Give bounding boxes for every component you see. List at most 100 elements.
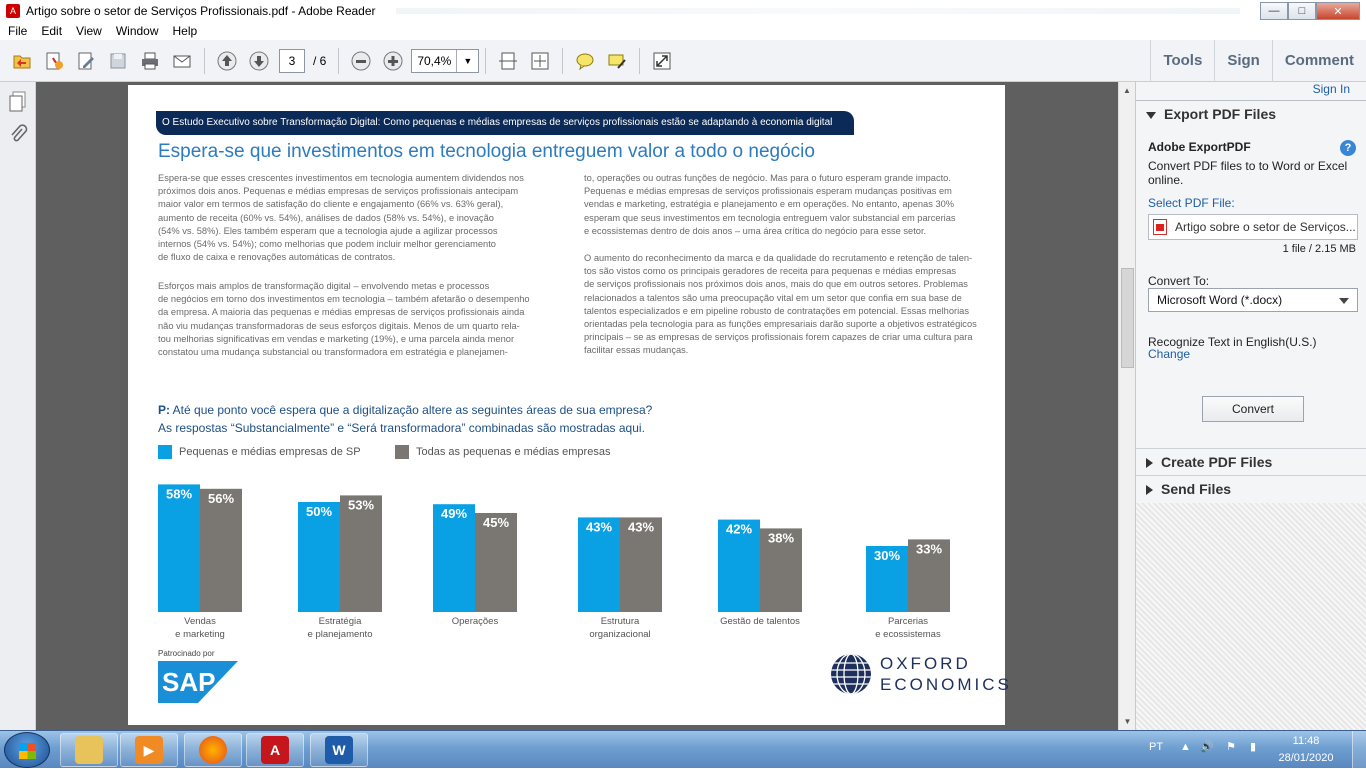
scroll-thumb[interactable] xyxy=(1121,268,1134,368)
menu-help[interactable]: Help xyxy=(172,24,198,38)
zoom-out-icon[interactable] xyxy=(347,47,375,75)
maximize-button[interactable]: □ xyxy=(1288,2,1316,20)
highlight-icon[interactable] xyxy=(603,47,631,75)
action-center-icon[interactable]: ⚑ xyxy=(1226,741,1236,753)
bar-sp-5 xyxy=(866,546,908,612)
start-button[interactable] xyxy=(4,732,50,768)
taskbar-firefox[interactable] xyxy=(184,733,242,767)
adobe-reader-icon: A xyxy=(6,4,20,18)
page-number-input[interactable]: 3 xyxy=(279,48,305,73)
bar-all-1 xyxy=(340,495,382,612)
edit-icon[interactable] xyxy=(72,47,100,75)
volume-icon[interactable]: 🔊 xyxy=(1200,741,1214,753)
clock[interactable]: 11:48 28/01/2020 xyxy=(1278,735,1334,764)
network-icon[interactable]: ▮ xyxy=(1250,741,1257,753)
zoom-select[interactable]: 70,4% ▼ xyxy=(411,48,480,73)
bar-all-3 xyxy=(620,517,662,612)
selected-file-field[interactable]: Artigo sobre o setor de Serviços... xyxy=(1148,214,1358,240)
tab-sign[interactable]: Sign xyxy=(1214,39,1272,82)
category-label: e planejamento xyxy=(308,629,373,640)
expand-right-icon xyxy=(1146,458,1153,469)
attachments-icon[interactable] xyxy=(6,122,30,146)
taskbar-media-player[interactable]: ▶ xyxy=(120,733,178,767)
title-bar-blur xyxy=(395,8,1240,14)
bar-value-label: 38% xyxy=(768,530,794,545)
page-thumbnails-icon[interactable] xyxy=(6,90,30,114)
print-icon[interactable] xyxy=(136,47,164,75)
help-icon[interactable]: ? xyxy=(1340,140,1356,156)
chevron-down-icon xyxy=(1339,298,1349,304)
legend-series-1: Pequenas e médias empresas de SP xyxy=(158,445,361,459)
taskbar-adobe-reader[interactable]: A xyxy=(246,733,304,767)
bar-sp-3 xyxy=(578,517,620,612)
tray-arrow-icon[interactable]: ▲ xyxy=(1180,741,1191,753)
fit-page-icon[interactable] xyxy=(526,47,554,75)
convert-button[interactable]: Convert xyxy=(1202,396,1304,422)
convert-to-label: Convert To: xyxy=(1148,274,1210,288)
save-icon[interactable] xyxy=(104,47,132,75)
convert-format-select[interactable]: Microsoft Word (*.docx) xyxy=(1148,288,1358,312)
body-col2-para1: to, operações ou outras funções de negóc… xyxy=(584,173,956,236)
sign-in-link[interactable]: Sign In xyxy=(1312,82,1350,96)
oxford-line2: ECONOMICS xyxy=(880,675,1012,694)
svg-text:SAP: SAP xyxy=(162,667,215,697)
menu-window[interactable]: Window xyxy=(115,24,159,38)
show-desktop-button[interactable] xyxy=(1352,731,1366,769)
toolbar-separator xyxy=(485,47,487,74)
send-files-section-header[interactable]: Send Files xyxy=(1136,475,1366,501)
sap-logo: SAP xyxy=(158,661,238,706)
word-icon: W xyxy=(325,736,353,764)
folder-icon xyxy=(75,736,103,764)
tab-comment[interactable]: Comment xyxy=(1271,39,1366,82)
export-pdf-section-header[interactable]: Export PDF Files xyxy=(1136,100,1366,126)
menu-view[interactable]: View xyxy=(76,24,102,38)
taskbar-explorer[interactable] xyxy=(60,733,118,767)
select-pdf-label: Select PDF File: xyxy=(1148,196,1235,210)
close-button[interactable]: ✕ xyxy=(1316,2,1360,20)
email-icon[interactable] xyxy=(168,47,196,75)
bar-value-label: 43% xyxy=(586,519,612,534)
bar-sp-2 xyxy=(433,504,475,612)
language-indicator[interactable]: PT xyxy=(1149,741,1164,753)
change-link[interactable]: Change xyxy=(1148,347,1191,361)
navigation-pane xyxy=(0,82,36,730)
chevron-down-icon[interactable]: ▼ xyxy=(456,49,478,72)
category-label: e ecossistemas xyxy=(875,629,941,640)
category-label: Parcerias xyxy=(888,616,928,627)
vertical-scrollbar[interactable]: ▲ ▼ xyxy=(1118,82,1135,730)
full-screen-icon[interactable] xyxy=(648,47,676,75)
fit-width-icon[interactable] xyxy=(494,47,522,75)
open-icon[interactable] xyxy=(8,47,36,75)
report-banner: O Estudo Executivo sobre Transformação D… xyxy=(156,111,854,135)
menu-bar: File Edit View Window Help xyxy=(0,22,1366,40)
menu-edit[interactable]: Edit xyxy=(41,24,63,38)
bar-value-label: 50% xyxy=(306,504,332,519)
window-title: Artigo sobre o setor de Serviços Profiss… xyxy=(26,4,376,18)
body-col1-para1: Espera-se que esses crescentes investime… xyxy=(158,173,524,263)
scroll-up-icon[interactable]: ▲ xyxy=(1123,86,1131,95)
category-label: Gestão de talentos xyxy=(720,616,800,627)
export-description: Convert PDF files to to Word or Excel on… xyxy=(1148,159,1348,187)
document-view[interactable]: O Estudo Executivo sobre Transformação D… xyxy=(36,82,1118,730)
next-page-icon[interactable] xyxy=(245,47,273,75)
create-pdf-icon[interactable] xyxy=(40,47,68,75)
previous-page-icon[interactable] xyxy=(213,47,241,75)
bar-value-label: 58% xyxy=(166,486,192,501)
scroll-down-icon[interactable]: ▼ xyxy=(1123,717,1132,726)
comment-icon[interactable] xyxy=(571,47,599,75)
menu-file[interactable]: File xyxy=(8,24,28,38)
title-bar: A Artigo sobre o setor de Serviços Profi… xyxy=(0,0,1366,22)
adobe-exportpdf-label: Adobe ExportPDF xyxy=(1148,140,1251,154)
create-pdf-section-header[interactable]: Create PDF Files xyxy=(1136,448,1366,474)
category-label: e marketing xyxy=(175,629,225,640)
firefox-icon xyxy=(199,736,227,764)
tools-side-panel: Sign In Export PDF Files Adobe ExportPDF… xyxy=(1135,82,1366,730)
expand-right-icon xyxy=(1146,485,1153,496)
pdf-page: O Estudo Executivo sobre Transformação D… xyxy=(128,85,1009,725)
zoom-in-icon[interactable] xyxy=(379,47,407,75)
taskbar-word[interactable]: W xyxy=(310,733,368,767)
minimize-button[interactable]: — xyxy=(1260,2,1288,20)
tab-tools[interactable]: Tools xyxy=(1150,39,1214,82)
body-col1-para2: Esforços mais amplos de transformação di… xyxy=(158,281,530,358)
bar-value-label: 30% xyxy=(874,548,900,563)
